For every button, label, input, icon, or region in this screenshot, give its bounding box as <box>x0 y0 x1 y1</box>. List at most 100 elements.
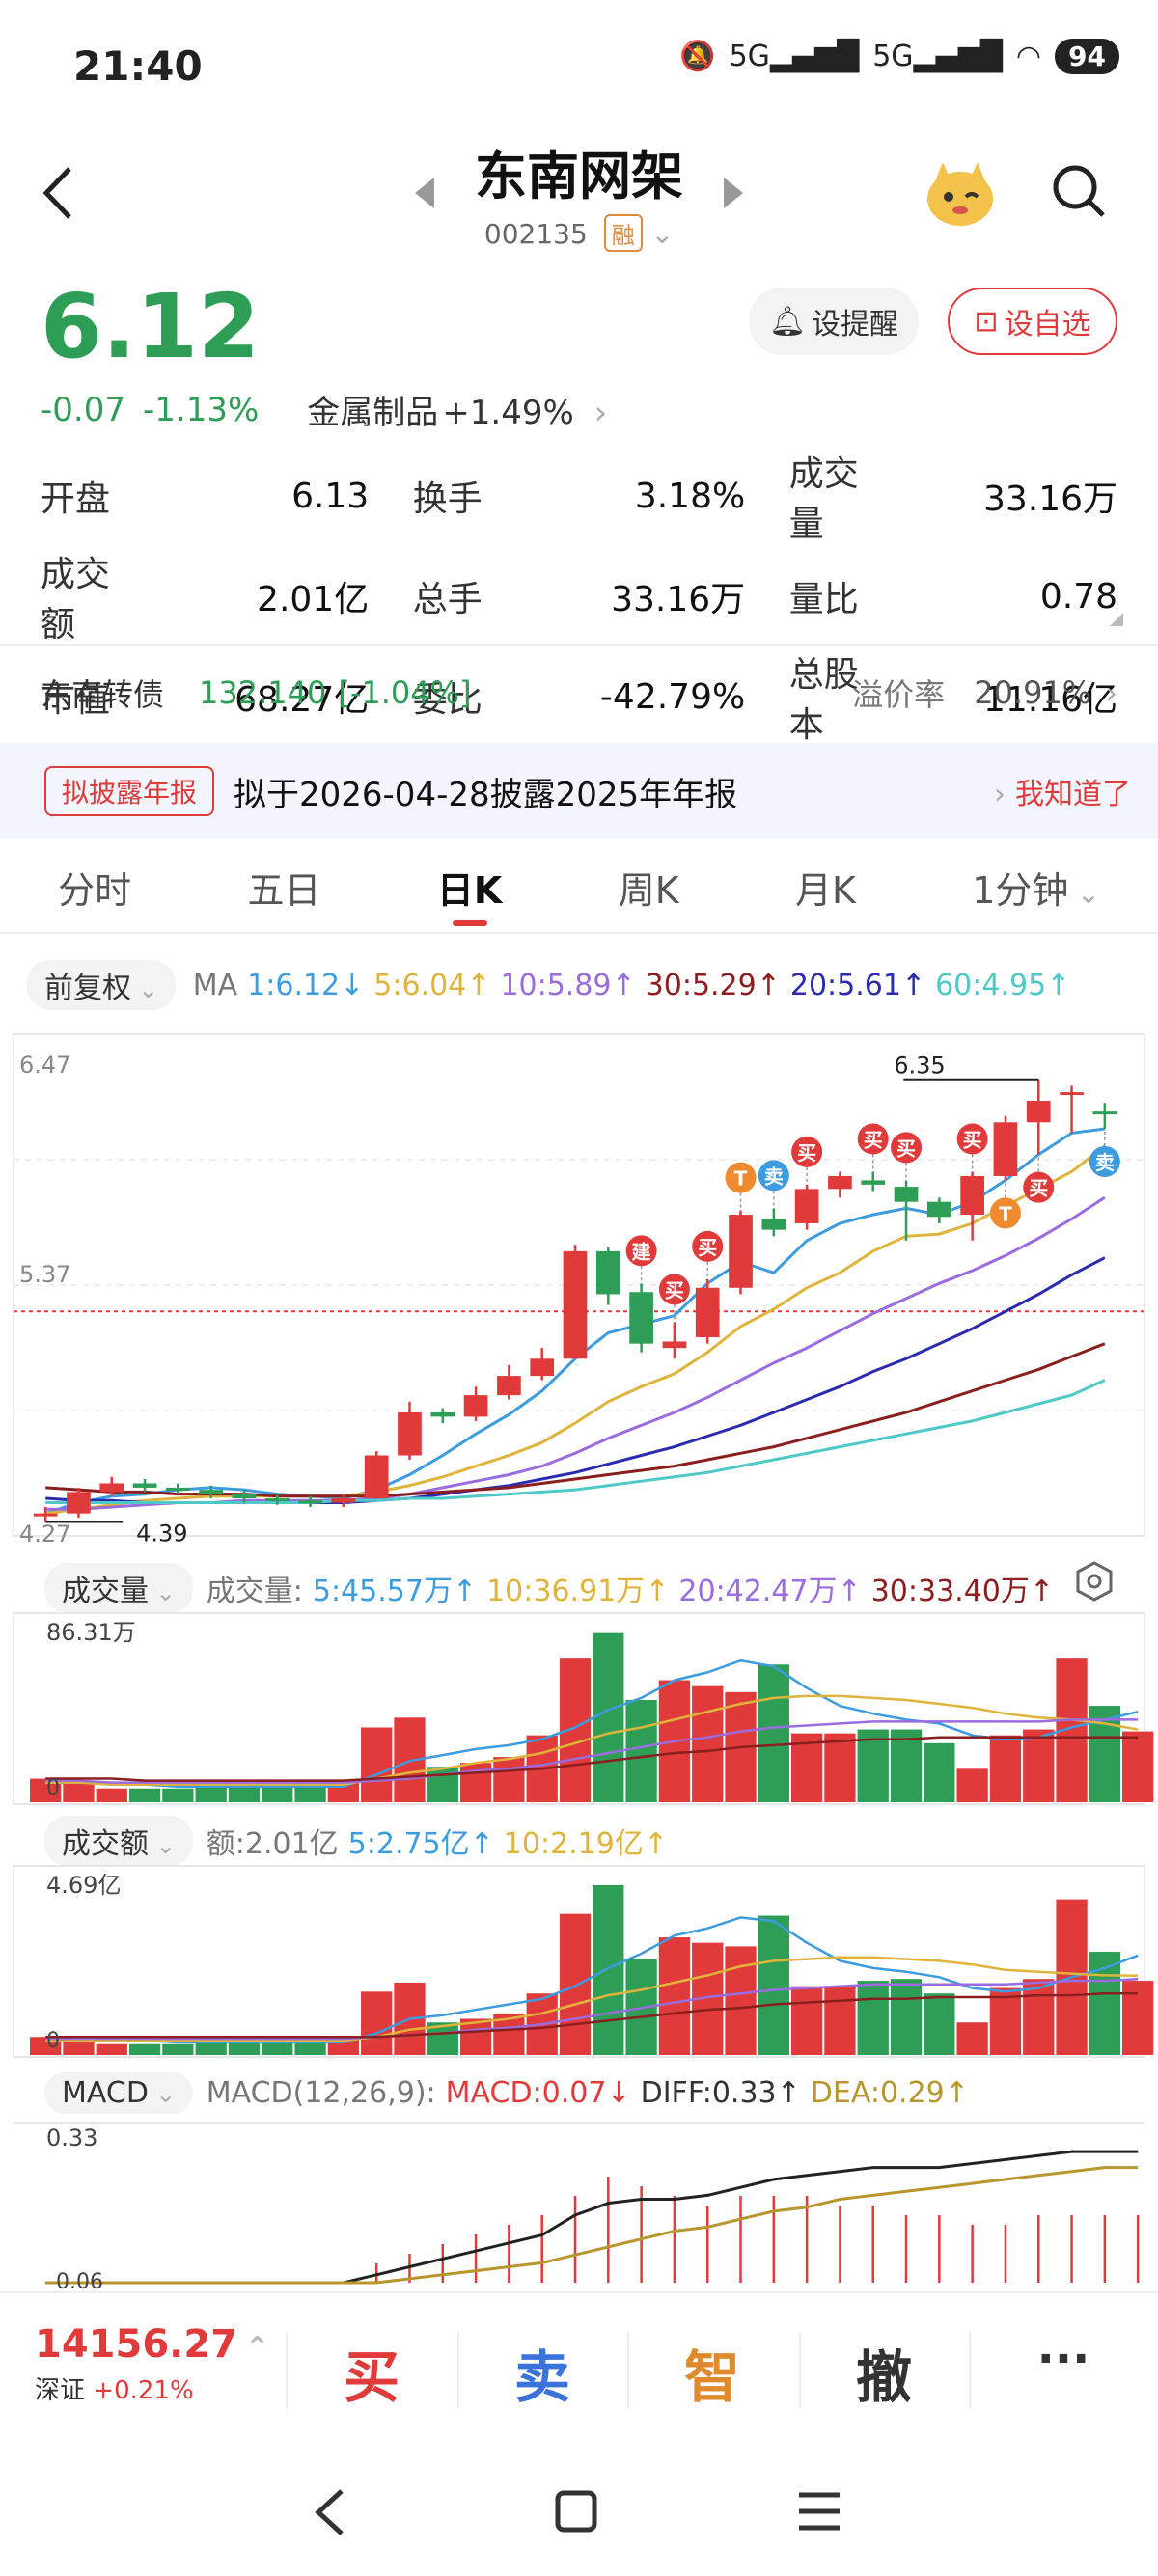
bar <box>1122 1731 1154 1802</box>
sector-link[interactable]: 金属制品 +1.49% › <box>307 394 608 432</box>
tab-monthly-k[interactable]: 月K <box>794 869 856 912</box>
candle <box>398 1411 422 1456</box>
nav-back-icon[interactable] <box>311 2487 349 2537</box>
ma-line <box>45 1694 1139 1786</box>
search-icon <box>1053 165 1105 217</box>
indicator-value: 60:4.95↑ <box>935 968 1071 1002</box>
amount-selector[interactable]: 成交额 ⌄ <box>44 1816 193 1866</box>
bar <box>559 1913 592 2055</box>
volume-chart[interactable]: 86.31万 0 <box>0 1609 1158 1807</box>
nav-home-icon[interactable] <box>554 2489 598 2534</box>
bar <box>857 1981 889 2055</box>
ma-line <box>45 1718 1139 1784</box>
stat-value: 3.18% <box>634 476 746 516</box>
bar <box>294 2040 326 2055</box>
macd-chart[interactable]: 0.33 0.06 <box>0 2119 1158 2290</box>
bar <box>96 2043 127 2055</box>
macd-selector[interactable]: MACD ⌄ <box>44 2072 193 2114</box>
indicator-value: 5:6.04↑ <box>373 968 491 1002</box>
high-marker-label: 6.35 <box>894 1053 945 1080</box>
volume-selector[interactable]: 成交量 ⌄ <box>44 1563 193 1613</box>
ma-line-ma10 <box>45 1144 1106 1516</box>
candle <box>33 1513 58 1517</box>
bar <box>593 1885 624 2055</box>
candlestick-chart[interactable]: 6.475.374.276.354.39建买买T 卖买买买买T买卖 <box>0 1025 1158 1546</box>
tab-weekly-k[interactable]: 周K <box>618 869 679 912</box>
bar <box>890 1979 923 2055</box>
chevron-down-icon: ⌄ <box>650 218 675 250</box>
bar <box>956 1768 988 1802</box>
bar <box>857 1729 889 1802</box>
adjust-selector[interactable]: 前复权 ⌄ <box>27 960 176 1010</box>
sell-button[interactable]: 卖 <box>513 2344 570 2410</box>
stat-value: 2.01亿 <box>257 580 370 619</box>
search-button[interactable] <box>1050 162 1108 224</box>
indicator-value: DEA:0.29↑ <box>810 2076 969 2110</box>
bar <box>1122 1981 1154 2055</box>
index-ticker[interactable]: 14156.27 ⌃ 深证 +0.21% <box>35 2322 269 2406</box>
bar <box>195 2042 227 2055</box>
signal-label: 买 <box>1029 1177 1048 1200</box>
cancel-order-button[interactable]: 撤 <box>855 2344 912 2410</box>
set-alert-button[interactable]: 🔔︎ 设提醒 <box>749 288 919 355</box>
buy-button[interactable]: 买 <box>343 2344 400 2410</box>
margin-badge: 融 <box>603 214 643 252</box>
signal-badge <box>857 1123 889 1155</box>
tab-timeshare[interactable]: 分时 <box>58 869 132 912</box>
chart-frame <box>13 1612 1145 1805</box>
index-pct: +0.21% <box>93 2376 194 2405</box>
divider <box>457 2332 459 2409</box>
nav-menu-icon[interactable] <box>797 2491 841 2532</box>
mascot-icon[interactable] <box>922 156 999 229</box>
signal-badge <box>625 1235 657 1267</box>
macd-dea-line <box>45 2166 1139 2285</box>
bar <box>228 1786 261 1802</box>
bar <box>758 1664 789 1802</box>
candle <box>497 1376 521 1396</box>
bar <box>692 1685 724 1802</box>
stat-value: 6.13 <box>291 476 370 516</box>
axis-zero-label: 0 <box>46 1776 60 1800</box>
period-tabs: 分时 五日 日K 周K 月K 1分钟 ⌄ <box>0 849 1158 926</box>
divider <box>799 2332 801 2409</box>
more-button[interactable]: ··· <box>1036 2332 1090 2386</box>
bar <box>262 1786 293 1802</box>
tab-one-minute[interactable]: 1分钟 ⌄ <box>972 869 1100 912</box>
next-stock-button[interactable] <box>722 176 745 214</box>
divider <box>0 932 1158 934</box>
volume-legend: 成交量 ⌄ 成交量: 5:45.57万↑ 10:36.91万↑ 20:42.47万↑… <box>44 1563 1054 1613</box>
candle <box>166 1487 190 1491</box>
candle <box>1092 1111 1117 1115</box>
bar <box>790 1986 823 2055</box>
settings-button[interactable] <box>1074 1561 1115 1605</box>
axis-top-label: 86.31万 <box>46 1619 136 1646</box>
amount-prefix: 额:2.01亿 <box>206 1827 339 1861</box>
bar <box>758 1915 789 2055</box>
add-watchlist-button[interactable]: ⊡ 设自选 <box>948 288 1117 355</box>
candle <box>595 1250 620 1295</box>
y-axis-label: 4.27 <box>19 1521 70 1546</box>
expand-corner-icon[interactable] <box>1110 613 1123 626</box>
stat-label: 市值 <box>41 680 111 720</box>
signal-badge <box>956 1123 988 1155</box>
signal-badge <box>1089 1145 1120 1177</box>
ma-line <box>45 1916 1139 2044</box>
prev-stock-button[interactable] <box>413 176 436 214</box>
convertible-bond-row[interactable]: 东南转债 132.140 [-1.04%] 溢价率 20.91% › <box>41 671 1117 715</box>
stat-value: 11.16亿 <box>982 680 1117 720</box>
signal-badge <box>758 1160 789 1192</box>
candle <box>861 1180 886 1185</box>
dismiss-notice-button[interactable]: › 我知道了 <box>994 778 1131 811</box>
stock-code-row[interactable]: 002135 融 ⌄ <box>0 214 1158 252</box>
indicator-value: DIFF:0.33↑ <box>640 2076 801 2110</box>
tab-five-day[interactable]: 五日 <box>247 869 321 912</box>
tab-daily-k[interactable]: 日K <box>437 849 502 926</box>
indicator-value: 10:2.19亿↑ <box>503 1827 669 1861</box>
amount-chart[interactable]: 4.69亿 0 <box>0 1862 1158 2060</box>
battery-icon: 94 <box>1055 39 1119 74</box>
notice-text: 拟于2026-04-28披露2025年年报 <box>234 775 738 814</box>
smart-button[interactable]: 智 <box>683 2344 740 2410</box>
candle <box>132 1483 157 1488</box>
ma-values: 1:6.12↓ 5:6.04↑ 10:5.89↑ 30:5.29↑ 20:5.61↑ 60… <box>237 969 1070 1002</box>
back-button[interactable] <box>39 159 87 227</box>
